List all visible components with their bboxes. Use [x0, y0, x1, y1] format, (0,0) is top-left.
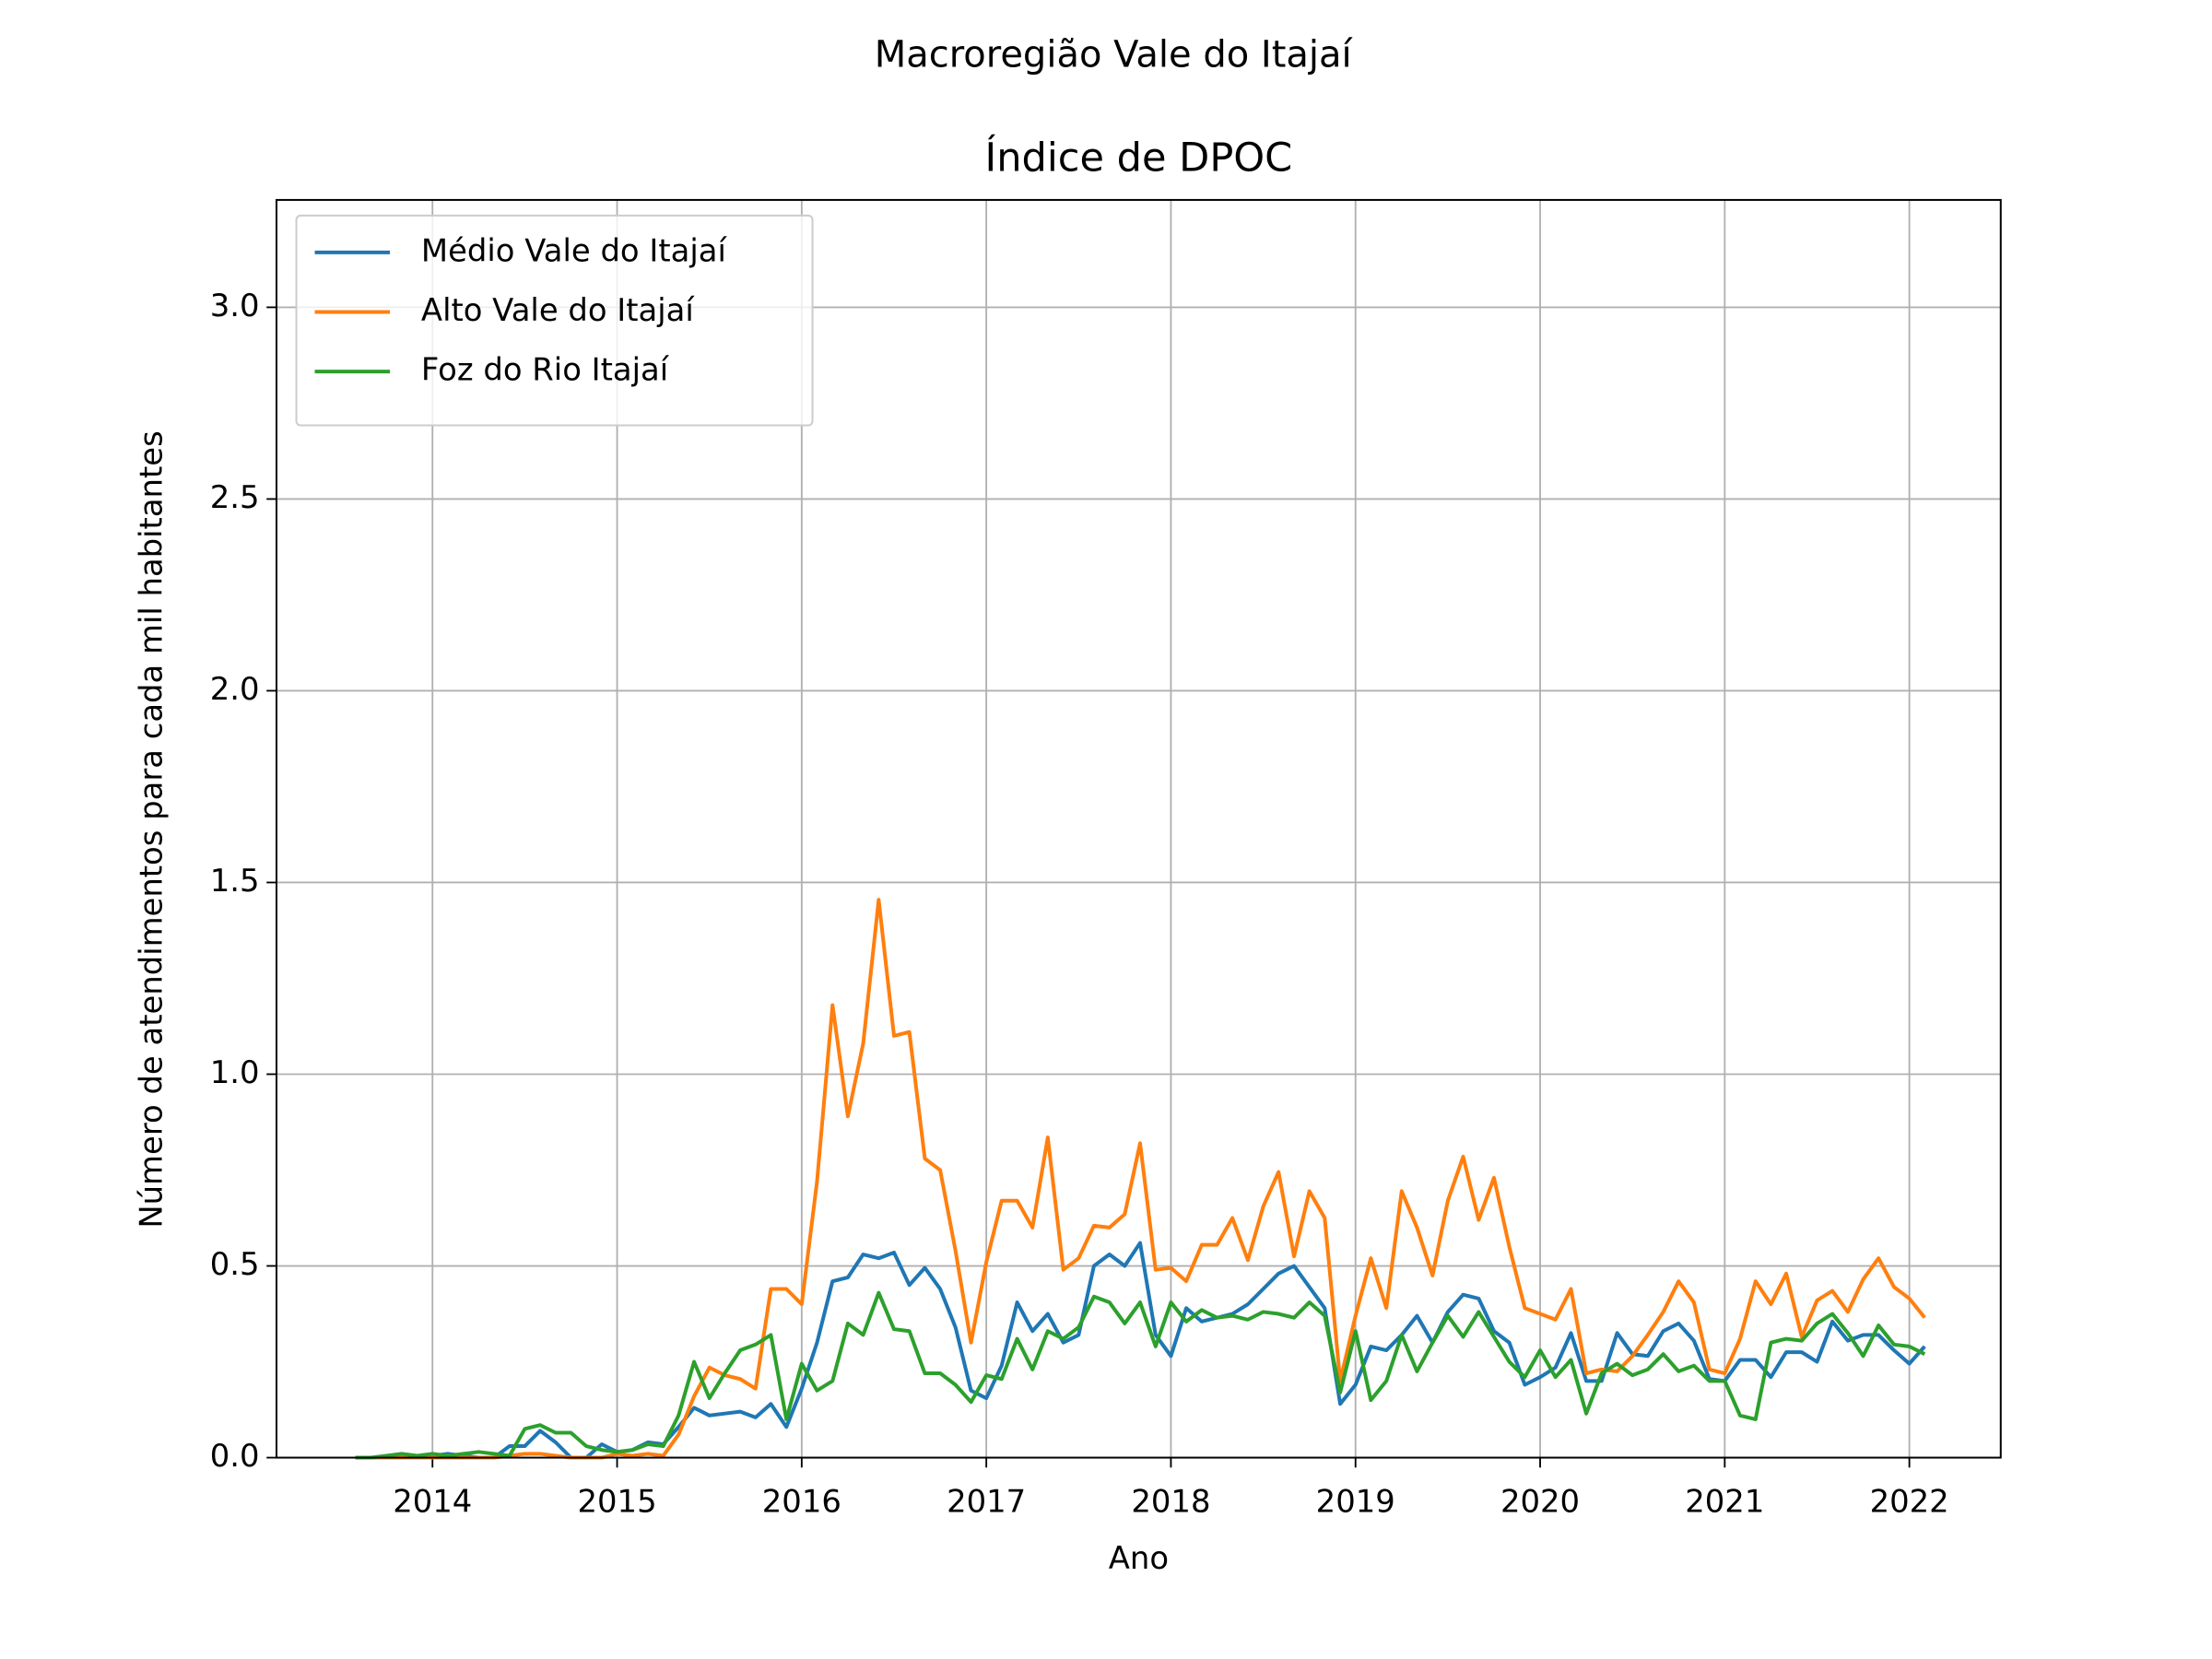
- legend-label: Alto Vale do Itajaí: [421, 292, 695, 328]
- data-line: [355, 898, 1926, 1460]
- suptitle: Macroregião Vale do Itajaí: [875, 34, 1354, 76]
- y-tick-label: 0.5: [210, 1246, 260, 1282]
- y-axis-label: Número de atendimentos para cada mil hab…: [134, 430, 170, 1228]
- legend: Médio Vale do Itajaí Alto Vale do Itajaí F…: [295, 214, 814, 427]
- x-tick-label: 2020: [1500, 1483, 1580, 1519]
- x-tick-label: 2018: [1131, 1483, 1210, 1519]
- chart-title: Índice de DPOC: [985, 134, 1293, 181]
- y-tick-label: 2.0: [210, 671, 260, 707]
- data-line: [355, 1290, 1926, 1460]
- legend-label: Foz do Rio Itajaí: [421, 352, 670, 388]
- x-tick-label: 2021: [1685, 1483, 1764, 1519]
- y-tick-label: 1.0: [210, 1054, 260, 1090]
- x-tick-label: 2022: [1870, 1483, 1949, 1519]
- x-tick-label: 2019: [1316, 1483, 1395, 1519]
- legend-frame: [295, 214, 814, 427]
- plot-frame: [276, 198, 2002, 1459]
- x-tick-label: 2014: [393, 1483, 472, 1519]
- x-tick-label: 2017: [947, 1483, 1026, 1519]
- y-tick-label: 2.5: [210, 479, 260, 515]
- y-tick-label: 1.5: [210, 863, 260, 899]
- y-tick-label: 0.0: [210, 1438, 260, 1474]
- x-tick-label: 2016: [762, 1483, 841, 1519]
- y-tick-label: 3.0: [210, 288, 260, 324]
- x-axis-label: Ano: [1109, 1540, 1169, 1576]
- x-tick-label: 2015: [578, 1483, 657, 1519]
- legend-label: Médio Vale do Itajaí: [421, 232, 728, 268]
